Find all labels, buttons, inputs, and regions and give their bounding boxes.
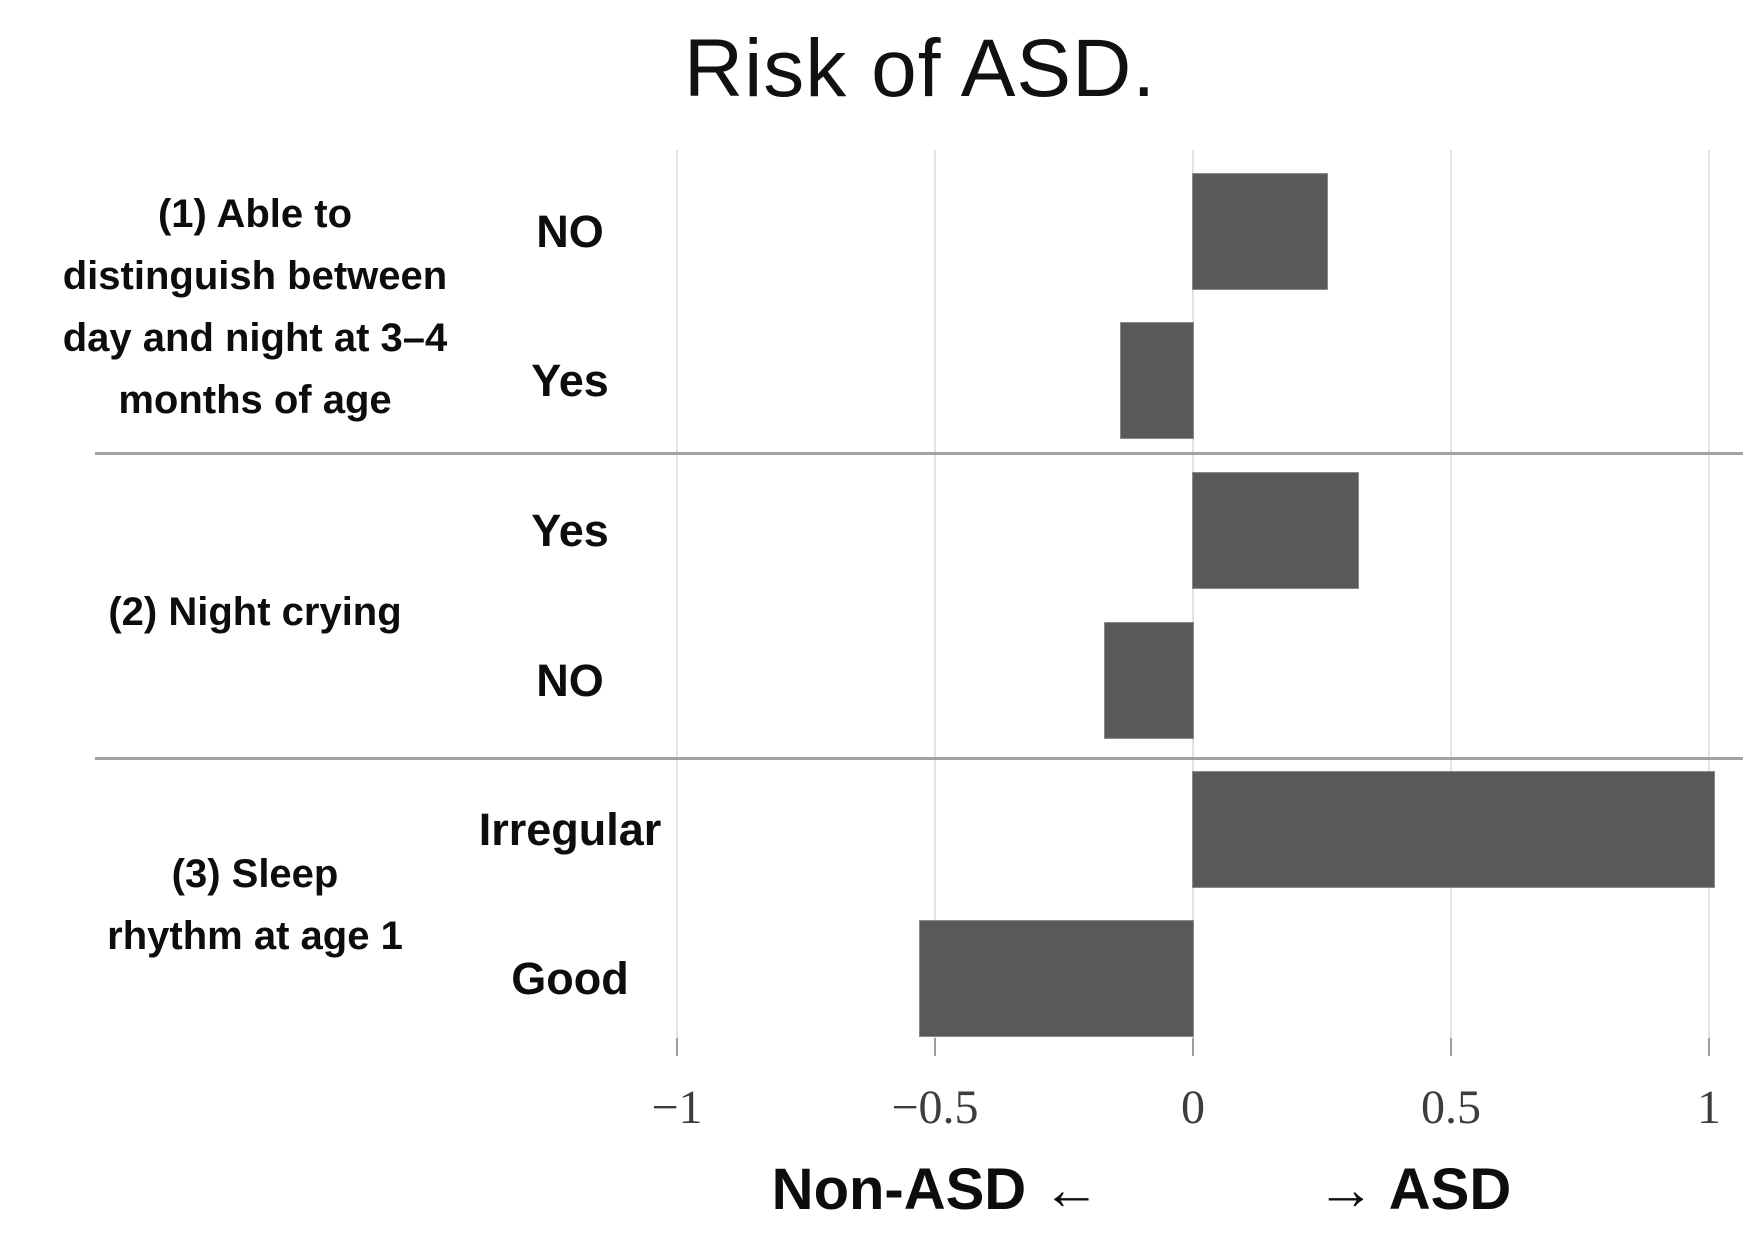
x-tick-label: 0.5 (1421, 1081, 1481, 1134)
category-label-yes: Yes (531, 505, 609, 556)
group-label-line: rhythm at age 1 (107, 914, 403, 958)
category-label-irregular: Irregular (478, 804, 662, 855)
axis-tick-x-1 (1708, 1038, 1710, 1056)
gridline-x-0 (1192, 150, 1194, 1038)
bar-no-group-2 (1105, 623, 1193, 738)
axis-tick-x--1 (676, 1038, 678, 1056)
axis-tick-x-0.5 (1450, 1038, 1452, 1056)
category-label-yes: Yes (531, 355, 609, 406)
group-divider-1 (95, 452, 1743, 455)
bar-yes-group-2 (1193, 473, 1358, 588)
chart-title: Risk of ASD. (683, 23, 1157, 114)
x-axis-caption-asd: → ASD (1316, 1157, 1512, 1222)
x-tick-label: 0 (1181, 1081, 1205, 1134)
category-label-no: NO (536, 206, 604, 257)
group-label-line: months of age (118, 378, 392, 422)
bar-no-group-1 (1193, 174, 1327, 289)
category-label-good: Good (511, 953, 629, 1004)
x-tick-label: −1 (651, 1081, 703, 1134)
gridline-x-1 (1708, 150, 1710, 1038)
category-label-no: NO (536, 655, 604, 706)
group-label-line: distinguish between (62, 254, 448, 298)
x-axis-caption-non-asd: Non-ASD ← (771, 1157, 1101, 1222)
axis-tick-x--0.5 (934, 1038, 936, 1056)
group-label-line: (3) Sleep (171, 852, 339, 896)
group-divider-2 (95, 757, 1743, 760)
group-label-3: (3) Sleep rhythm at age 1 (30, 843, 480, 967)
gridline-x-0.5 (1450, 150, 1452, 1038)
bar-good-group-3 (920, 921, 1193, 1036)
bar-irregular-group-3 (1193, 772, 1714, 887)
gridline-x--0.5 (934, 150, 936, 1038)
group-label-line: (1) Able to (157, 192, 353, 236)
bar-yes-group-1 (1121, 323, 1193, 438)
group-label-1: (1) Able to distinguish between day and ni… (30, 183, 480, 431)
group-label-line: day and night at 3–4 (62, 316, 448, 360)
group-label-line: (2) Night crying (108, 590, 402, 634)
axis-tick-x-0 (1192, 1038, 1194, 1056)
x-tick-label: −0.5 (891, 1081, 979, 1134)
x-tick-label: 1 (1697, 1081, 1721, 1134)
group-label-2: (2) Night crying (30, 581, 480, 643)
gridline-x--1 (676, 150, 678, 1038)
